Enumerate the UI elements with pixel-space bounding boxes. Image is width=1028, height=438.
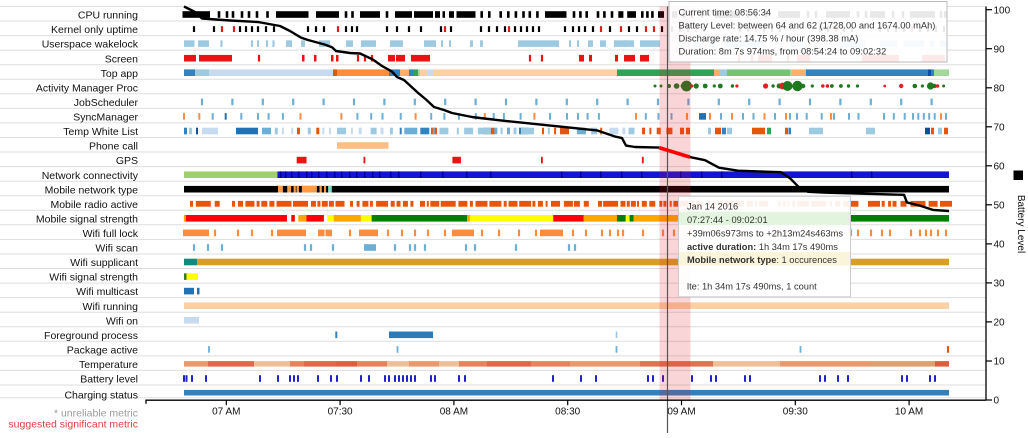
svg-text:Screen: Screen bbox=[105, 53, 138, 65]
svg-text:10: 10 bbox=[994, 357, 1006, 368]
svg-text:Wifi signal strength: Wifi signal strength bbox=[49, 272, 138, 284]
svg-text:+39m06s973ms to +2h13m24s463ms: +39m06s973ms to +2h13m24s463ms bbox=[687, 229, 843, 239]
svg-text:Wifi running: Wifi running bbox=[83, 301, 139, 313]
svg-text:Wifi scan: Wifi scan bbox=[95, 243, 138, 255]
svg-text:07 AM: 07 AM bbox=[212, 407, 240, 418]
svg-text:Discharge rate: 14.75 % / hour: Discharge rate: 14.75 % / hour (398.38 m… bbox=[679, 34, 859, 44]
svg-text:Userspace wakelock: Userspace wakelock bbox=[42, 39, 139, 51]
svg-text:Battery Level: between 64 and: Battery Level: between 64 and 62 (1728.0… bbox=[679, 21, 936, 31]
svg-text:Temp White List: Temp White List bbox=[63, 126, 138, 138]
svg-text:Jan 14 2016: Jan 14 2016 bbox=[687, 202, 738, 212]
svg-text:Phone call: Phone call bbox=[89, 141, 138, 153]
svg-text:GPS: GPS bbox=[116, 155, 138, 167]
svg-text:Mobile signal strength: Mobile signal strength bbox=[36, 213, 138, 225]
svg-text:50: 50 bbox=[994, 200, 1006, 211]
svg-text:90: 90 bbox=[994, 44, 1006, 55]
svg-text:SyncManager: SyncManager bbox=[73, 112, 138, 124]
svg-text:08 AM: 08 AM bbox=[440, 407, 468, 418]
svg-text:JobScheduler: JobScheduler bbox=[74, 97, 139, 109]
svg-text:Battery level: Battery level bbox=[80, 374, 138, 386]
svg-text:Package active: Package active bbox=[67, 345, 138, 357]
svg-text:* unreliable metric: * unreliable metric bbox=[54, 408, 138, 420]
svg-text:60: 60 bbox=[994, 161, 1006, 172]
svg-text:Kernel only uptime: Kernel only uptime bbox=[51, 24, 138, 36]
svg-text:Wifi supplicant: Wifi supplicant bbox=[70, 257, 138, 269]
svg-text:Wifi multicast: Wifi multicast bbox=[76, 286, 138, 298]
svg-text:20: 20 bbox=[994, 318, 1006, 329]
svg-text:Mobile network type: 1 occuren: Mobile network type: 1 occurences bbox=[687, 255, 837, 265]
svg-text:Duration: 8m 7s 974ms, from 08: Duration: 8m 7s 974ms, from 08:54:24 to … bbox=[679, 47, 887, 57]
svg-text:Wifi on: Wifi on bbox=[106, 315, 138, 327]
svg-text:70: 70 bbox=[994, 122, 1006, 133]
svg-text:suggested significant metric: suggested significant metric bbox=[8, 419, 138, 431]
svg-text:CPU running: CPU running bbox=[78, 10, 138, 22]
svg-text:10 AM: 10 AM bbox=[895, 407, 923, 418]
svg-text:Mobile network type: Mobile network type bbox=[45, 184, 139, 196]
svg-text:lte: 1h 34m 17s 490ms, 1 count: lte: 1h 34m 17s 490ms, 1 count bbox=[687, 282, 817, 292]
svg-text:Battery Level: Battery Level bbox=[1015, 195, 1026, 253]
svg-text:09:30: 09:30 bbox=[783, 407, 808, 418]
svg-text:80: 80 bbox=[994, 83, 1006, 94]
svg-text:08:30: 08:30 bbox=[555, 407, 580, 418]
svg-text:09 AM: 09 AM bbox=[667, 407, 695, 418]
svg-text:Wifi full lock: Wifi full lock bbox=[83, 228, 139, 240]
svg-text:30: 30 bbox=[994, 279, 1006, 290]
svg-text:07:27:44 - 09:02:01: 07:27:44 - 09:02:01 bbox=[687, 215, 768, 225]
svg-text:Mobile radio active: Mobile radio active bbox=[50, 199, 138, 211]
svg-text:40: 40 bbox=[994, 240, 1006, 251]
svg-text:07:30: 07:30 bbox=[328, 407, 353, 418]
svg-text:100: 100 bbox=[994, 5, 1011, 16]
svg-text:Foreground process: Foreground process bbox=[44, 330, 138, 342]
svg-text:0: 0 bbox=[994, 396, 1000, 407]
svg-text:Temperature: Temperature bbox=[79, 359, 138, 371]
svg-text:Top app: Top app bbox=[101, 68, 139, 80]
svg-text:Current time: 08:56:34: Current time: 08:56:34 bbox=[679, 8, 772, 18]
svg-text:Activity Manager Proc: Activity Manager Proc bbox=[36, 82, 138, 94]
svg-text:Charging status: Charging status bbox=[64, 390, 138, 402]
svg-text:Network connectivity: Network connectivity bbox=[42, 170, 139, 182]
svg-text:active duration: 1h 34m 17s 49: active duration: 1h 34m 17s 490ms bbox=[687, 242, 838, 252]
